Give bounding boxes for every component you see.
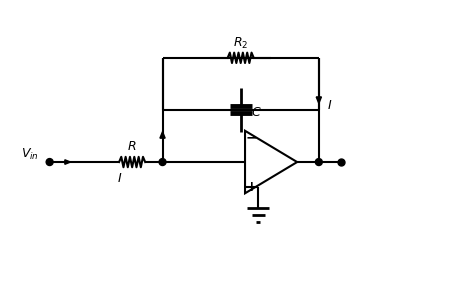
Circle shape — [315, 158, 322, 166]
Polygon shape — [160, 132, 165, 138]
Polygon shape — [316, 97, 321, 103]
Text: I: I — [117, 172, 121, 185]
Text: $R_2$: $R_2$ — [232, 36, 248, 52]
Text: R: R — [127, 140, 136, 153]
Text: I: I — [327, 99, 331, 112]
Text: $V_{in}$: $V_{in}$ — [21, 147, 39, 162]
Text: +: + — [245, 180, 257, 194]
Text: C: C — [251, 106, 260, 119]
Circle shape — [159, 158, 166, 166]
Polygon shape — [65, 160, 70, 164]
Circle shape — [46, 158, 53, 166]
Text: −: − — [245, 130, 257, 144]
